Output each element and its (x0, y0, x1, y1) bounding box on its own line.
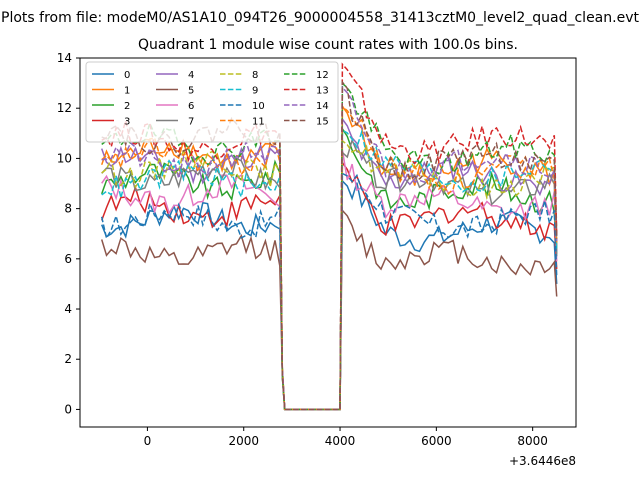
x-tick-label: 6000 (421, 434, 452, 448)
legend-label-5: 5 (188, 86, 194, 97)
y-tick-label: 14 (57, 51, 72, 65)
legend-label-8: 8 (252, 70, 258, 81)
x-tick-label: 8000 (517, 434, 548, 448)
legend-label-1: 1 (124, 86, 130, 97)
legend-label-3: 3 (124, 117, 130, 128)
y-tick-label: 10 (57, 151, 72, 165)
legend-label-15: 15 (316, 117, 329, 128)
legend-label-13: 13 (316, 86, 329, 97)
legend-label-12: 12 (316, 70, 329, 81)
series-line-9 (101, 128, 558, 411)
series-line-2 (100, 126, 558, 411)
x-axis: 0 2000 4000 6000 8000 (144, 427, 548, 448)
legend-label-6: 6 (188, 101, 194, 112)
x-offset-label: +3.6446e8 (509, 454, 576, 468)
series-line-10 (100, 172, 558, 411)
series-line-13 (101, 62, 558, 411)
legend-box (85, 61, 339, 143)
figure-suptitle: Plots from file: modeM0/AS1A10_094T26_90… (1, 10, 639, 26)
y-tick-label: 12 (57, 101, 72, 115)
series-line-0 (101, 179, 558, 411)
series-line-5 (100, 208, 558, 411)
legend-label-2: 2 (124, 101, 130, 112)
series-line-8 (101, 139, 558, 411)
y-tick-label: 4 (64, 302, 72, 316)
legend-label-14: 14 (316, 101, 329, 112)
y-tick-label: 8 (64, 202, 72, 216)
x-tick-label: 2000 (228, 434, 259, 448)
x-tick-label: 4000 (325, 434, 356, 448)
legend-label-0: 0 (124, 70, 130, 81)
series-line-14 (101, 85, 558, 411)
y-tick-label: 2 (64, 352, 72, 366)
series-line-3 (100, 160, 558, 411)
y-tick-label: 0 (64, 402, 72, 416)
legend-label-10: 10 (252, 101, 265, 112)
chart-title: Quadrant 1 module wise count rates with … (138, 37, 518, 53)
series-line-1 (100, 103, 558, 411)
x-tick-label: 0 (144, 434, 152, 448)
legend-label-4: 4 (188, 70, 194, 81)
legend-label-9: 9 (252, 86, 258, 97)
y-tick-label: 6 (64, 252, 72, 266)
legend-label-11: 11 (252, 117, 265, 128)
y-axis: 0 2 4 6 8 10 12 14 (57, 51, 80, 416)
legend-label-7: 7 (188, 117, 194, 128)
axes-frame (79, 57, 577, 428)
series-line-6 (101, 149, 558, 411)
